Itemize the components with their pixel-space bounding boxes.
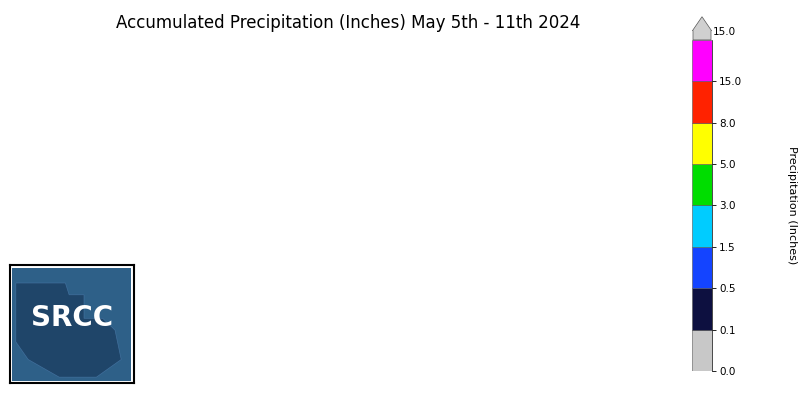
Text: 15.0: 15.0 — [713, 27, 736, 37]
Bar — [692, 164, 712, 205]
Bar — [692, 205, 712, 247]
Text: Accumulated Precipitation (Inches) May 5th - 11th 2024: Accumulated Precipitation (Inches) May 5… — [116, 14, 580, 32]
Polygon shape — [16, 283, 122, 377]
Bar — [692, 247, 712, 288]
FancyArrow shape — [693, 17, 711, 40]
Bar — [692, 288, 712, 330]
Bar — [692, 330, 712, 371]
Bar — [692, 81, 712, 123]
Y-axis label: Precipitation (Inches): Precipitation (Inches) — [786, 146, 797, 265]
Text: SRCC: SRCC — [30, 304, 113, 332]
Bar — [692, 40, 712, 81]
Bar — [692, 123, 712, 164]
